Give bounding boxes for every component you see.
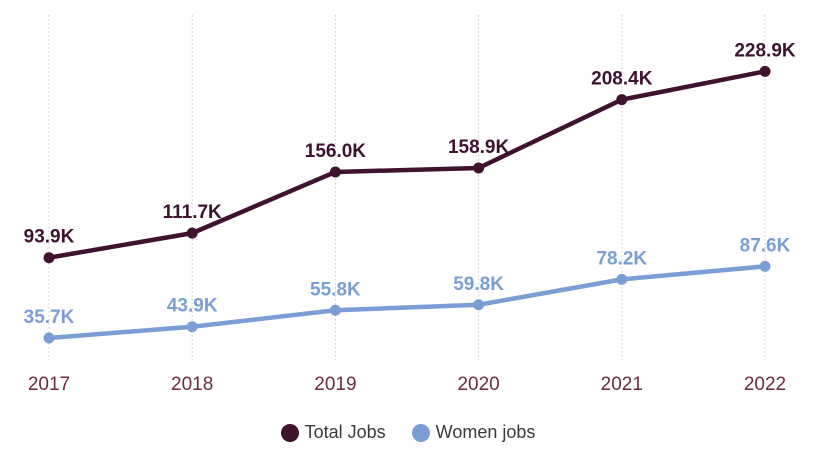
data-point-women-jobs[interactable] xyxy=(43,332,55,344)
data-point-women-jobs[interactable] xyxy=(329,304,341,316)
data-label-total-jobs: 111.7K xyxy=(163,202,222,223)
line-chart: 2017 2018 2019 2020 2021 2022 93.9K 111.7K 156.0… xyxy=(24,15,796,395)
legend-label: Women jobs xyxy=(435,422,536,442)
legend-label: Total Jobs xyxy=(304,422,386,442)
data-point-total-jobs[interactable] xyxy=(186,227,198,239)
data-point-women-jobs[interactable] xyxy=(186,321,198,333)
legend-item-total-jobs[interactable]: Total Jobs xyxy=(280,422,386,443)
data-label-total-jobs: 93.9K xyxy=(24,227,75,248)
data-label-women-jobs: 87.6K xyxy=(740,235,791,256)
data-point-total-jobs[interactable] xyxy=(759,65,771,77)
data-label-women-jobs: 55.8K xyxy=(310,279,361,300)
legend: Total Jobs Women jobs xyxy=(0,422,816,443)
x-tick-label: 2017 xyxy=(28,374,70,395)
legend-marker-icon xyxy=(411,423,430,442)
legend-item-women-jobs[interactable]: Women jobs xyxy=(411,422,536,443)
x-tick-label: 2021 xyxy=(601,374,643,395)
data-point-women-jobs[interactable] xyxy=(473,299,485,311)
data-point-total-jobs[interactable] xyxy=(329,166,341,178)
x-tick-label: 2019 xyxy=(314,374,356,395)
data-label-total-jobs: 156.0K xyxy=(305,141,367,162)
data-point-total-jobs[interactable] xyxy=(473,162,485,174)
data-label-women-jobs: 78.2K xyxy=(596,248,647,269)
data-label-women-jobs: 35.7K xyxy=(24,307,75,328)
x-tick-label: 2018 xyxy=(171,374,213,395)
x-tick-label: 2020 xyxy=(457,374,499,395)
legend-marker-icon xyxy=(280,423,299,442)
data-label-total-jobs: 228.9K xyxy=(734,40,796,61)
data-point-women-jobs[interactable] xyxy=(759,260,771,272)
data-label-total-jobs: 158.9K xyxy=(448,137,510,158)
data-point-total-jobs[interactable] xyxy=(616,94,628,106)
data-label-women-jobs: 43.9K xyxy=(167,296,218,317)
data-point-total-jobs[interactable] xyxy=(43,252,55,264)
x-tick-label: 2022 xyxy=(744,374,786,395)
data-label-women-jobs: 59.8K xyxy=(453,274,504,295)
data-point-women-jobs[interactable] xyxy=(616,273,628,285)
series-line-women-jobs xyxy=(46,264,768,341)
series-line-total-jobs xyxy=(46,69,768,260)
data-label-total-jobs: 208.4K xyxy=(591,69,653,90)
